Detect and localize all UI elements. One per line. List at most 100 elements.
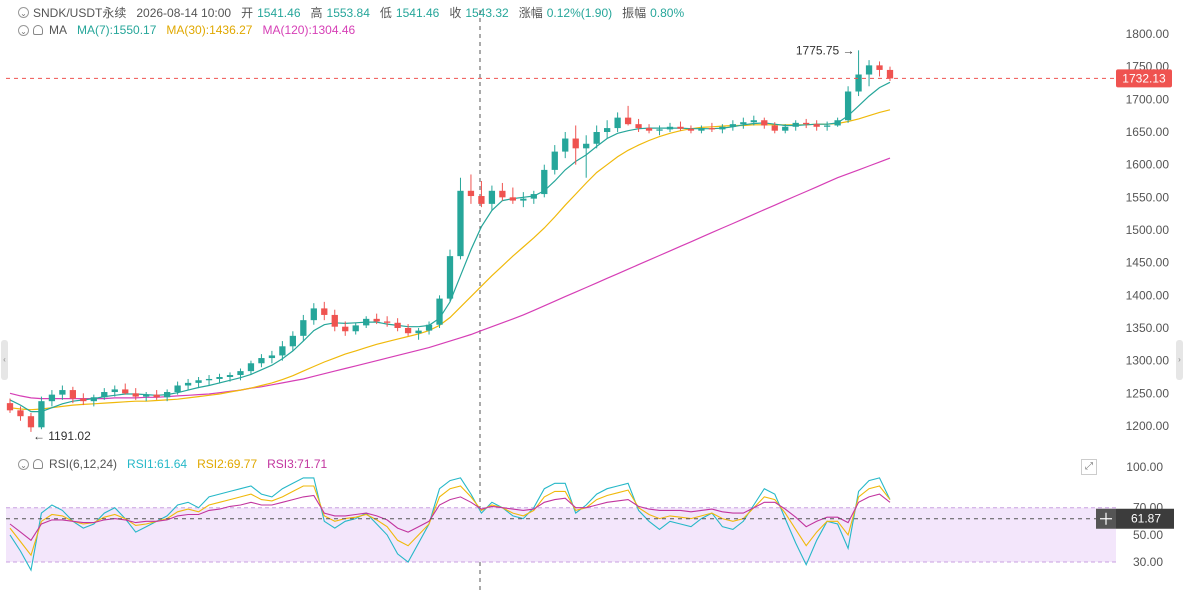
scroll-left-handle[interactable]: ‹ [1,340,8,380]
candle-body [865,65,873,75]
collapse-chevron-icon[interactable]: ⌄ [18,7,29,18]
candle [771,122,778,134]
candle-body [331,314,338,327]
candle-body [530,194,537,199]
candle-body [132,393,139,397]
candle-body [446,256,454,299]
candle [740,117,747,129]
candle-body [562,138,569,152]
candle-body [363,318,370,326]
candle-body [457,190,464,257]
max-price-label: 1775.75 → [796,43,855,57]
candle [551,145,558,175]
candle [48,390,56,407]
candle [824,121,831,131]
candle-body [174,385,181,393]
collapse-chevron-icon[interactable]: ⌄ [18,24,29,36]
candle-body [499,190,506,198]
candle-body [247,363,255,372]
last-price-tag [1116,69,1172,88]
candle [865,60,873,87]
candle [38,396,45,430]
price-tick-label: 1300.00 [1126,354,1170,368]
candle-body [761,120,768,126]
candle-body [855,74,862,92]
candle-body [258,358,265,364]
candle-body [48,394,56,402]
candle-body [59,390,66,395]
expand-icon[interactable]: ⤢ [1081,459,1097,475]
candle [844,86,852,123]
candle [268,350,276,364]
candle [583,135,590,178]
price-tick-label: 1600.00 [1126,158,1170,172]
candle-body [153,394,160,398]
ma7-legend: MA(7):1550.17 [77,23,157,37]
candle-body [824,125,831,127]
candle [761,117,768,129]
candle [352,322,359,335]
candle-body [771,125,778,131]
candle [813,120,820,131]
ma-title[interactable]: MA [49,23,67,37]
candle [478,181,485,208]
price-tick-label: 1250.00 [1126,386,1170,400]
candle-body [478,196,485,204]
rsi-series-rsi3 [9,493,891,542]
candle-body [740,122,747,125]
candle-body [226,375,234,377]
candle [782,124,789,134]
candle-body [750,120,757,123]
candle [656,125,663,136]
candle-body [268,355,276,359]
candle [153,390,160,400]
rsi-tick-label: 100.00 [1126,460,1163,474]
candle [604,120,611,139]
candle-body [782,126,789,131]
candles [6,50,894,432]
price-tick-label: 1650.00 [1126,125,1170,139]
candle-body [604,128,611,132]
candle-body [834,120,841,126]
candle [111,385,118,397]
rsi-title[interactable]: RSI(6,12,24) [49,457,118,471]
candle-body [509,197,516,201]
candle [467,174,475,204]
candle-body [164,392,171,398]
candle-datetime: 2026-08-14 10:00 [136,5,232,20]
candle [541,164,548,198]
candle-body [656,129,663,131]
candle [247,360,255,376]
candle [886,66,894,82]
scroll-right-handle[interactable]: › [1176,340,1183,380]
candle [645,124,653,134]
candle [457,177,464,260]
candle-body [614,117,621,129]
candle-body [792,122,799,127]
candle-body [698,128,705,131]
alert-bell-icon[interactable] [33,25,43,35]
candle-body [844,91,852,121]
ma120-legend: MA(120):1304.46 [262,23,356,37]
candle [101,388,108,400]
rsi2-legend: RSI2:69.77 [197,457,258,471]
candle [237,368,244,381]
candle [59,385,66,400]
candle [80,393,87,406]
candle-body [645,128,653,131]
symbol-label[interactable]: SNDK/USDT永续 [33,6,127,20]
ma7-line [9,81,891,413]
collapse-chevron-icon[interactable]: ⌄ [18,458,29,470]
alert-bell-icon[interactable] [33,459,43,469]
candle [394,318,401,332]
candle [17,406,24,421]
candle-body [593,132,600,144]
candle-body [321,308,328,315]
candle-body [69,390,76,399]
rsi1-legend: RSI1:61.64 [127,457,188,471]
candle-body [300,320,307,336]
price-tick-label: 1350.00 [1126,321,1170,335]
candle-body [373,318,380,322]
candle [562,132,569,159]
